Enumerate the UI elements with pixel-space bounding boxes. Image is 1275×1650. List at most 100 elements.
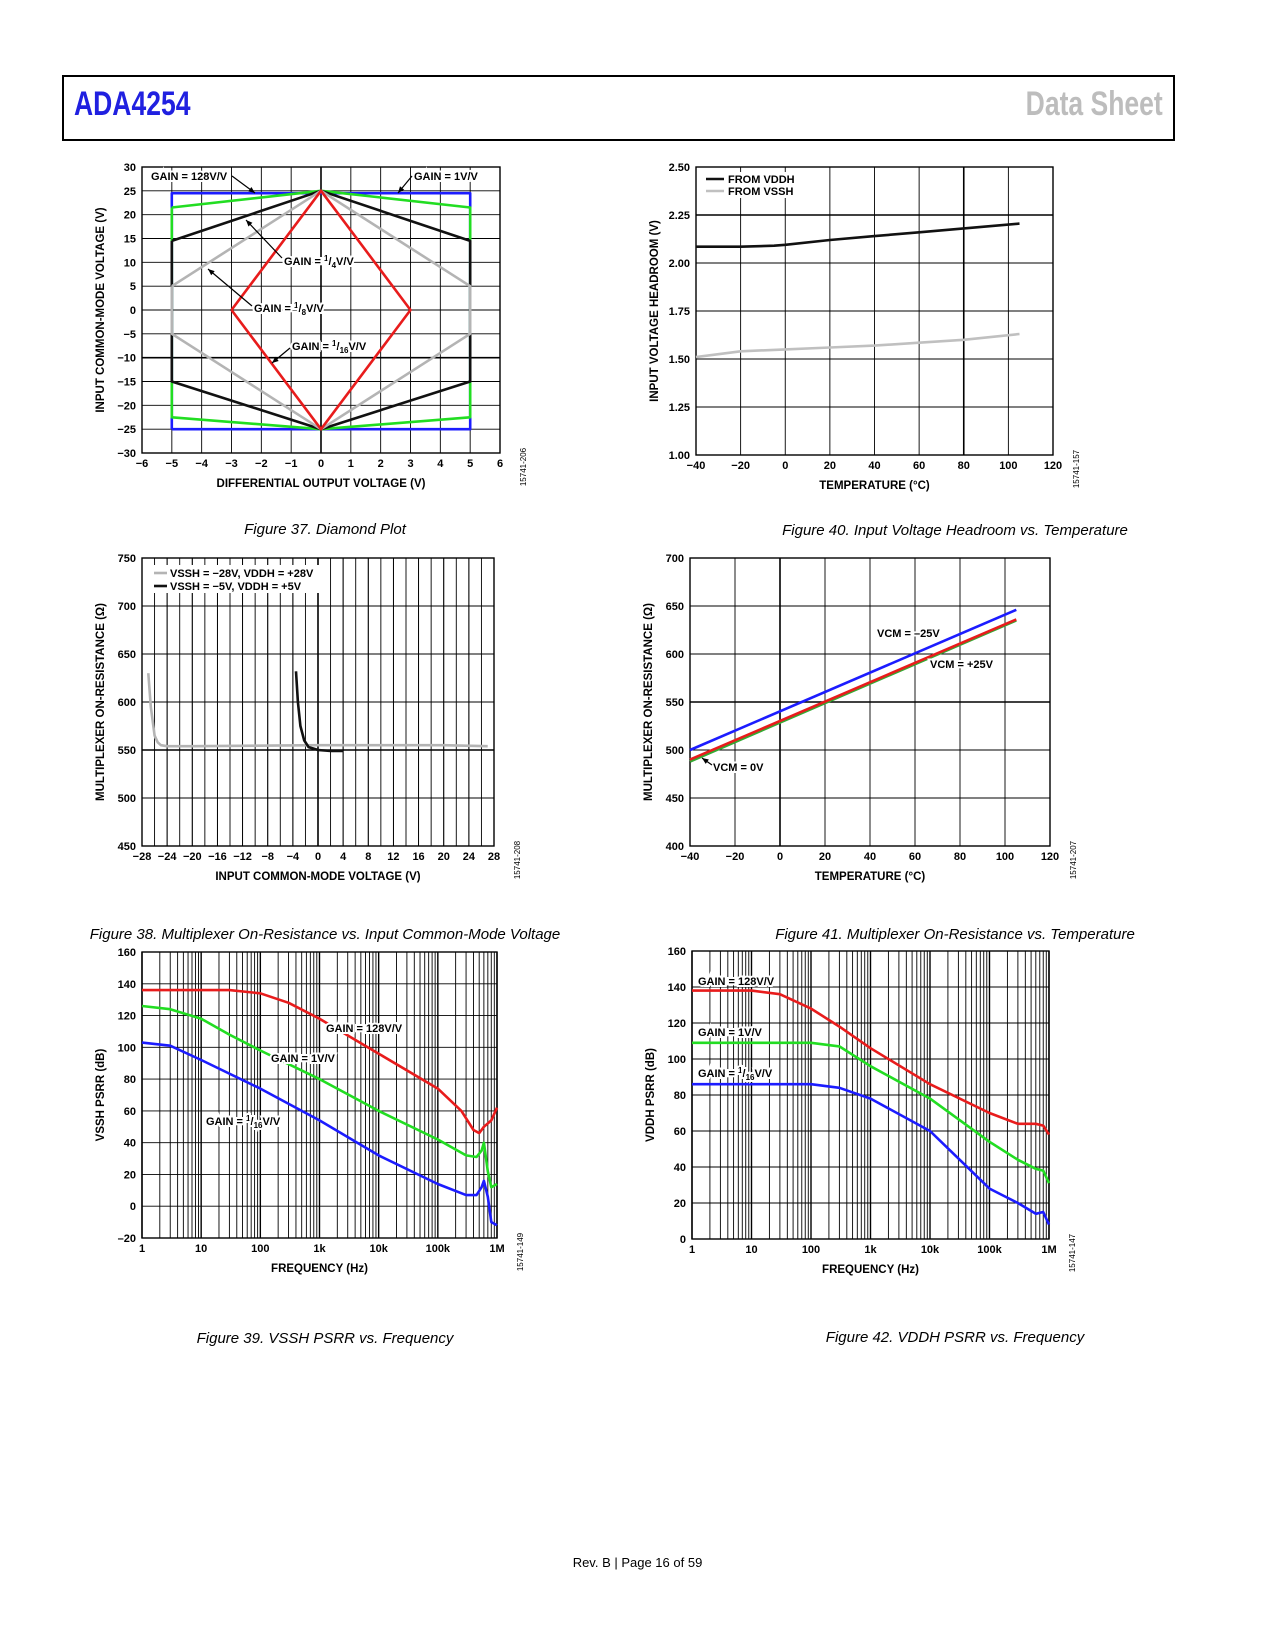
plot-frame	[141, 166, 501, 454]
x-tick-label: 120	[1044, 460, 1062, 472]
y-tick-label: 100	[668, 1054, 686, 1066]
x-tick-label: 3	[407, 458, 413, 470]
x-axis-label: INPUT COMMON-MODE VOLTAGE (V)	[215, 871, 420, 883]
x-tick-label: 60	[909, 851, 921, 863]
label-text: GAIN =	[254, 303, 294, 315]
annotation-gain-128: GAIN = 128V/V	[326, 1023, 403, 1035]
label-slash: /	[329, 256, 332, 268]
x-tick-label: 10k	[921, 1244, 940, 1256]
plot-frame	[695, 166, 1054, 456]
x-axis-label: FREQUENCY (Hz)	[271, 1263, 368, 1275]
x-tick-label: 100	[251, 1243, 269, 1255]
figure-38-mux-ron-vcm: 450 500 550 600 650 700 750 −28 −24 −20 −16 −12 −8 −4…	[0, 553, 640, 940]
y-tick-label: 10	[124, 257, 136, 269]
x-tick-label: 28	[488, 851, 500, 863]
x-axis-label: TEMPERATURE (°C)	[819, 480, 930, 492]
y-tick-label: 140	[668, 982, 686, 994]
x-tick-label: 20	[438, 851, 450, 863]
series-line	[141, 1004, 498, 1189]
y-tick-label: 40	[124, 1138, 136, 1150]
x-tick-label: 100	[996, 851, 1014, 863]
label-unit: V/V	[336, 256, 354, 268]
plot-frame	[141, 951, 498, 1239]
y-tick-label: 60	[674, 1126, 686, 1138]
x-tick-label: −20	[726, 851, 745, 863]
y-tick-label: −25	[117, 424, 136, 436]
y-tick-label: 1.25	[669, 402, 690, 414]
label-text: GAIN =	[698, 1068, 738, 1080]
label-denominator: 8	[302, 308, 307, 317]
x-tick-label: 0	[777, 851, 783, 863]
x-tick-label: 1M	[1041, 1244, 1056, 1256]
annotation-gain-sixteenth: GAIN = 1/16V/V	[698, 1066, 773, 1082]
y-tick-label: 1.75	[669, 306, 690, 318]
series-line	[692, 1041, 1051, 1184]
label-unit: V/V	[306, 303, 324, 315]
x-tick-label: 1k	[313, 1243, 326, 1255]
x-tick-label: 20	[819, 851, 831, 863]
x-axis-label: DIFFERENTIAL OUTPUT VOLTAGE (V)	[217, 478, 426, 490]
figure-code: 15741-206	[519, 447, 528, 486]
annotation-gain-1: GAIN = 1V/V	[698, 1027, 763, 1039]
y-axis-label: INPUT COMMON-MODE VOLTAGE (V)	[95, 207, 107, 412]
annotation-vcm-0: VCM = 0V	[713, 762, 764, 774]
x-tick-label: 10	[195, 1243, 207, 1255]
x-tick-label: 0	[782, 460, 788, 472]
y-tick-label: 80	[124, 1074, 136, 1086]
y-axis-label: VDDH PSRR (dB)	[645, 1048, 657, 1142]
label-numerator: 1	[332, 339, 337, 348]
x-tick-label: 1	[689, 1244, 695, 1256]
x-axis-label: FREQUENCY (Hz)	[822, 1264, 919, 1276]
y-tick-label: 550	[666, 697, 684, 709]
y-tick-label: 160	[668, 946, 686, 958]
series-line	[230, 189, 412, 431]
figure-41-caption: Figure 41. Multiplexer On-Resistance vs.…	[775, 926, 1135, 943]
series-line	[696, 222, 1020, 248]
x-tick-label: 0	[315, 851, 321, 863]
figure-40-caption: Figure 40. Input Voltage Headroom vs. Te…	[782, 522, 1128, 539]
arrow-head	[398, 186, 405, 193]
y-tick-label: 0	[130, 305, 136, 317]
annotation-gain-sixteenth: GAIN = 1/16V/V	[292, 339, 367, 355]
headroom-chart: 1.00 1.25 1.50 1.75 2.00 2.25 2.50 −40 −20 0 20 40 6…	[649, 162, 1081, 492]
y-tick-label: 25	[124, 186, 136, 198]
y-tick-label: –20	[118, 1233, 136, 1245]
y-tick-label: −30	[117, 448, 136, 460]
series-line	[141, 1041, 498, 1227]
x-axis-label: TEMPERATURE (°C)	[815, 871, 926, 883]
arrow-head	[272, 356, 279, 363]
legend-bg	[150, 565, 330, 593]
vssh-psrr-chart: –20 0 20 40 60 80 100 120 140 160 1 10 100 1k 10k 100k 1…	[95, 947, 525, 1275]
legend-label: VSSH = −28V, VDDH = +28V	[170, 568, 314, 580]
label-text: GAIN =	[292, 341, 332, 353]
x-tick-label: 4	[340, 851, 347, 863]
x-tick-label: −20	[731, 460, 750, 472]
series-line	[692, 1082, 1051, 1226]
y-tick-label: 60	[124, 1106, 136, 1118]
vddh-psrr-chart: 0 20 40 60 80 100 120 140 160 1 10 100 1k 10k 100k 1M FR…	[645, 946, 1077, 1276]
figure-code: 15741-157	[1072, 449, 1081, 488]
label-numerator: 1	[246, 1114, 251, 1123]
x-tick-label: −28	[133, 851, 152, 863]
x-tick-label: 10k	[369, 1243, 388, 1255]
x-tick-label: 1M	[489, 1243, 504, 1255]
x-tick-label: 100	[999, 460, 1017, 472]
arrow-head	[248, 186, 255, 193]
series-line	[695, 332, 1020, 359]
x-tick-label: 20	[824, 460, 836, 472]
annotation-arrow	[245, 219, 283, 259]
x-tick-label: 4	[437, 458, 444, 470]
x-tick-label: 100k	[977, 1244, 1002, 1256]
x-tick-label: −5	[166, 458, 179, 470]
grid	[141, 557, 495, 847]
y-tick-label: 600	[118, 697, 136, 709]
x-tick-label: 100	[802, 1244, 820, 1256]
document-type: Data Sheet	[1025, 85, 1163, 123]
y-tick-label: −10	[117, 353, 136, 365]
label-numerator: 1	[324, 254, 329, 263]
y-tick-label: 700	[666, 553, 684, 565]
y-tick-label: 400	[666, 841, 684, 853]
y-tick-label: 2.00	[669, 258, 690, 270]
x-tick-label: −4	[195, 458, 208, 470]
